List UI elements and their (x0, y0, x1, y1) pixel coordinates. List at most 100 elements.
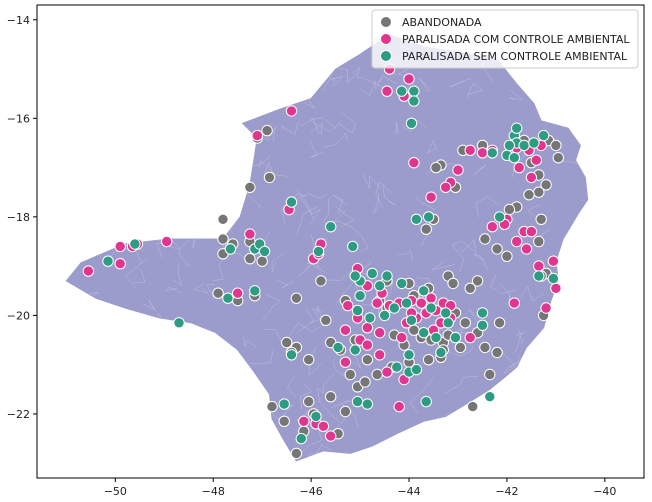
legend-marker (380, 16, 392, 28)
data-point (491, 346, 503, 359)
data-point (435, 346, 447, 359)
data-point (464, 144, 476, 157)
data-point (410, 363, 423, 376)
data-point (393, 400, 405, 413)
data-point (285, 349, 298, 361)
data-point (493, 211, 506, 223)
data-point (224, 243, 237, 255)
data-point (418, 327, 430, 339)
data-point (415, 297, 427, 309)
data-point (222, 292, 234, 304)
data-point (425, 302, 437, 314)
data-point (102, 255, 114, 267)
data-point (467, 400, 479, 413)
data-point (503, 203, 516, 216)
data-point (552, 152, 564, 164)
data-point (332, 341, 344, 354)
data-point (518, 139, 530, 152)
data-point (449, 331, 462, 344)
data-point (447, 277, 459, 290)
data-point (359, 376, 371, 388)
x-tick-label: −42 (495, 485, 518, 498)
data-point (459, 317, 471, 329)
data-point (244, 228, 256, 240)
data-point (278, 415, 290, 427)
data-point (408, 157, 420, 169)
data-point (378, 309, 391, 322)
data-point (261, 124, 273, 137)
data-point (315, 275, 327, 287)
data-point (403, 349, 415, 361)
data-point (232, 287, 244, 299)
x-tick-label: −44 (397, 485, 420, 498)
x-tick-label: −40 (593, 485, 616, 498)
data-point (114, 258, 126, 270)
data-point (263, 171, 276, 184)
x-tick-label: −48 (202, 485, 225, 498)
data-point (285, 196, 298, 208)
data-point (361, 398, 374, 410)
data-point (371, 297, 383, 309)
data-point (256, 255, 268, 267)
data-point (440, 307, 452, 319)
data-point (422, 211, 435, 223)
data-point (452, 164, 464, 176)
data-point (508, 297, 520, 309)
y-tick-label: −14 (7, 14, 30, 27)
data-point (484, 391, 496, 403)
legend-box (371, 9, 639, 69)
data-point (374, 280, 386, 292)
legend-label: PARALISADA SEM CONTROLE AMBIENTAL (402, 50, 628, 63)
data-point (479, 233, 491, 245)
data-point (442, 317, 454, 329)
data-point (400, 297, 413, 309)
y-tick-label: −20 (7, 309, 30, 322)
data-point (364, 312, 376, 324)
data-point (258, 245, 271, 258)
x-axis: −50 −48 −46 −44 −42 −40 (104, 478, 616, 498)
data-point (212, 287, 224, 299)
data-point (420, 223, 432, 235)
data-point (550, 282, 562, 294)
data-point (508, 152, 520, 164)
data-point (281, 336, 293, 349)
data-point (476, 147, 489, 159)
data-point (339, 405, 352, 418)
data-point (325, 391, 337, 403)
data-point (535, 213, 547, 226)
data-point (420, 395, 432, 408)
data-point (533, 270, 545, 282)
data-point (454, 341, 467, 354)
data-point (396, 277, 408, 290)
data-point (325, 430, 337, 442)
data-point (351, 304, 364, 317)
data-point (533, 186, 545, 198)
data-point (381, 85, 393, 97)
data-point (471, 275, 484, 287)
data-point (476, 319, 489, 331)
data-point (114, 240, 126, 253)
data-point (396, 331, 408, 344)
data-point (540, 302, 552, 314)
legend-marker (380, 33, 392, 45)
data-point (408, 85, 420, 97)
data-point (486, 147, 498, 159)
data-point (361, 354, 374, 366)
data-point (244, 181, 256, 194)
data-point (361, 339, 374, 351)
data-point (403, 73, 415, 85)
data-point (290, 292, 303, 304)
y-axis: −14 −16 −18 −20 −22 (7, 14, 37, 421)
data-point (366, 267, 378, 280)
y-tick-label: −22 (7, 408, 30, 421)
data-point (325, 221, 337, 233)
data-point (244, 253, 256, 265)
data-point (339, 356, 352, 368)
data-point (129, 238, 141, 250)
data-point (440, 181, 452, 194)
data-point (173, 317, 185, 329)
data-point (82, 265, 95, 277)
data-point (290, 447, 303, 460)
data-point (396, 85, 408, 97)
